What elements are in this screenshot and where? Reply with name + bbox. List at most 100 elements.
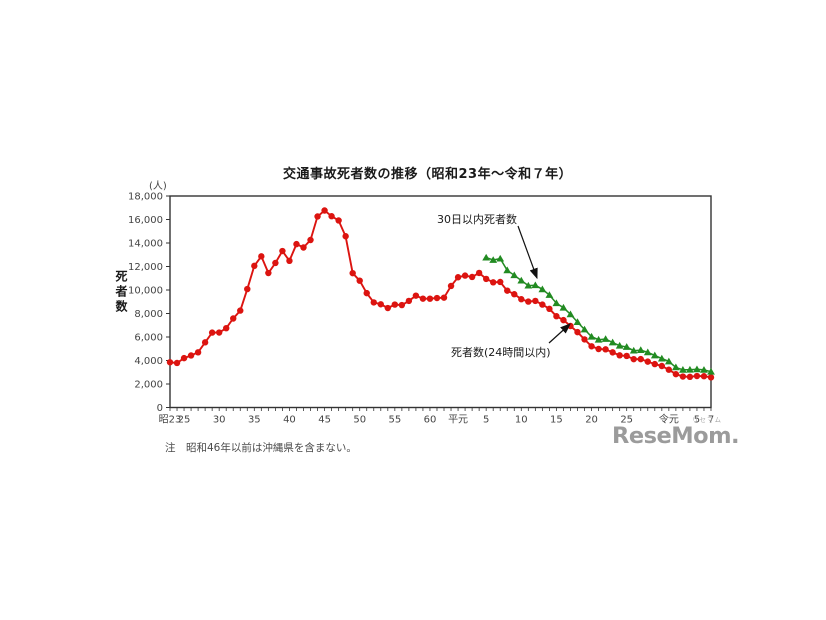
series-24h-point [644,358,651,365]
series-24h-point [454,274,462,281]
series-24h-point [398,301,406,309]
series-24h-point [426,295,434,302]
x-axis-tick-label: 45 [318,415,331,426]
series-24h-point [700,373,708,380]
series-24h-point [440,294,448,301]
series-30day-point [580,325,589,333]
series-24h-point [433,294,441,302]
series-30day-point [538,285,547,293]
series-24h-point [258,253,265,260]
series-24h-point [581,336,588,343]
series-24h-point [475,269,483,277]
series-24h-point [504,287,511,294]
series-24h-point [623,352,630,360]
series-30day-point [700,366,708,373]
x-axis-tick-label: 50 [353,415,366,426]
series-24h-point [342,233,349,240]
series-24h-point [532,297,539,305]
x-axis-tick-label: 令元 [659,413,679,426]
series-24h-point [574,328,581,336]
series-24h-point [265,269,272,277]
x-axis-tick-label: 30 [213,415,226,426]
y-axis-tick-label: 2,000 [134,380,163,391]
y-axis-label: 死者数 [114,270,128,315]
series-24h-point [300,244,307,251]
x-axis-tick-label: 25 [620,415,633,426]
x-axis-tick-label: 25 [178,415,191,426]
series-30day-point [517,276,526,284]
series-24h-point [651,360,658,368]
series-30day-point [664,357,673,365]
y-axis-tick-label: 8,000 [134,309,163,320]
series-24h-point [461,272,469,279]
x-axis-tick-label: 7 [708,415,714,426]
series-24h-point [237,307,244,314]
series-30day-point [510,271,519,279]
series-24h-point [314,213,321,220]
annotation-24h-label: 死者数(24時間以内) [451,346,551,359]
plot-border [169,195,712,409]
series-24h-point [658,362,666,370]
y-axis-tick-label: 0 [157,403,163,414]
series-24h-line [169,209,712,379]
series-24h-point [630,355,637,363]
series-30day-point [615,341,624,349]
series-30day-point [587,332,596,340]
series-30day-point [671,363,680,371]
series-24h-point [497,278,504,286]
series-24h-point [560,316,567,324]
series-24h-point [180,354,188,362]
series-24h-point [672,370,680,378]
y-axis-tick-label: 18,000 [128,192,163,203]
series-30day-point [573,318,582,325]
series-30day-point [622,343,631,350]
series-24h-point [293,240,300,248]
x-axis-tick-label: 10 [515,415,528,426]
series-24h-point [468,273,476,281]
y-axis-tick-label: 6,000 [134,333,163,344]
series-24h-point [223,324,230,332]
series-30day-point [707,367,715,375]
series-30day-point [524,281,533,289]
y-axis-tick-label: 4,000 [134,356,163,367]
logo-text: ReseMom. [612,422,740,449]
series-24h-point [686,373,694,381]
series-24h-point [553,313,560,320]
series-24h-point [230,315,237,322]
series-30day-point [693,365,701,373]
series-24h-point [602,346,609,353]
series-30day-point [559,303,568,311]
series-24h-point [307,236,314,244]
series-24h-point [539,301,546,308]
series-24h-point [665,366,673,373]
series-24h-point [391,301,399,308]
logo-furigana: リセマム [692,416,722,424]
series-30day-point [496,254,505,262]
series-24h-point [356,277,363,284]
series-24h-point [679,373,687,380]
series-24h-point [693,372,701,380]
series-24h-point [616,352,623,359]
series-24h-point [489,279,497,286]
x-axis-tick-label: 55 [388,415,401,426]
series-24h-point [482,275,490,283]
series-30day-point [594,335,603,343]
series-24h-point [286,257,293,265]
series-24h-point [194,349,202,356]
series-30day-point [489,256,498,263]
series-30day-point [686,365,694,373]
y-axis-tick-label: 16,000 [128,215,163,226]
series-24h-point [518,296,525,303]
series-30day-point [629,346,638,354]
chart-title: 交通事故死者数の推移（昭和23年～令和７年） [283,167,573,182]
series-30day-point [608,338,617,346]
series-24h-point [546,305,553,313]
series-24h-point [272,259,279,267]
series-24h-point [244,285,251,293]
x-axis-tick-label: 35 [248,415,261,426]
series-24h-point [511,291,518,298]
series-30day-point [482,253,491,261]
series-24h-point [595,345,602,353]
series-24h-point [707,374,715,381]
